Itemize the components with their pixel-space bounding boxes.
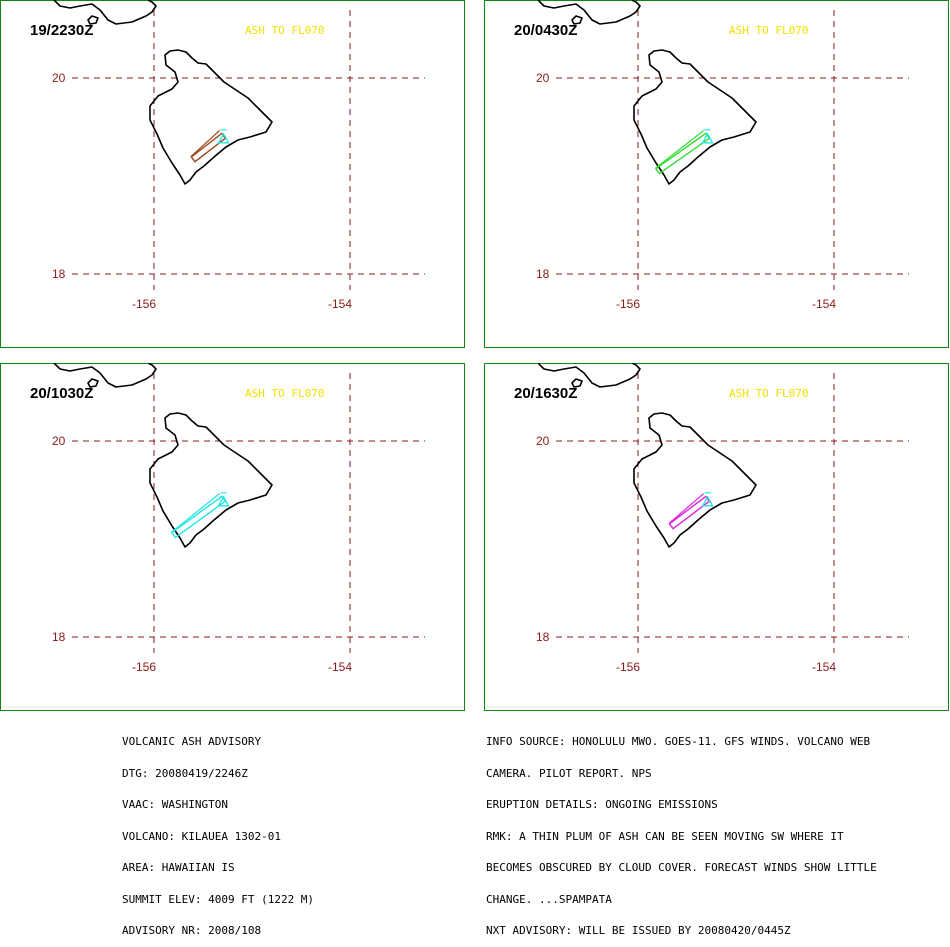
maui-coastline: [53, 363, 157, 388]
lat-tick-18: 18: [536, 630, 550, 644]
valid-time-label: 19/2230Z: [30, 22, 93, 39]
maui-coastline: [537, 363, 641, 388]
ash-plume-outline: [668, 495, 711, 530]
advisory-line: RMK: A THIN PLUM OF ASH CAN BE SEEN MOVI…: [486, 829, 844, 843]
ash-plume-outline: [190, 132, 227, 163]
valid-time-label: 20/0430Z: [514, 22, 577, 39]
volcano-triangle-icon: [701, 495, 714, 507]
ash-plume-edge: [655, 129, 705, 169]
panel-frame: [484, 363, 949, 711]
big-island-coastline: [633, 412, 757, 548]
forecast-panel-3: 20/1030Z ASH TO FL070 20 18 -156 -154: [0, 363, 465, 711]
lat-tick-18: 18: [536, 267, 550, 281]
ash-plume-edge: [171, 493, 221, 533]
advisory-line: AREA: HAWAIIAN IS: [122, 861, 235, 874]
map-svg: 20/1030Z ASH TO FL070 20 18 -156 -154: [0, 363, 465, 711]
maui-coastline: [53, 0, 157, 25]
volcano-triangle-icon: [701, 132, 714, 144]
big-island-coastline: [149, 49, 273, 185]
lon-tick-156: -156: [132, 660, 156, 674]
advisory-header-block: VOLCANIC ASH ADVISORY DTG: 20080419/2246…: [122, 716, 314, 947]
panel-frame: [0, 363, 465, 711]
ash-level-label: ASH TO FL070: [245, 24, 324, 37]
ash-plume-outline: [170, 495, 227, 539]
big-island-coastline: [633, 49, 757, 185]
advisory-line: VOLCANO: KILAUEA 1302-01: [122, 829, 281, 843]
forecast-panel-4: 20/1630Z ASH TO FL070 20 18 -156 -154: [484, 363, 949, 711]
ash-level-label: ASH TO FL070: [245, 387, 324, 400]
advisory-line: VAAC: WASHINGTON: [122, 798, 228, 811]
lat-tick-20: 20: [536, 434, 550, 448]
panel-frame: [484, 0, 949, 348]
lat-tick-20: 20: [536, 71, 550, 85]
kahoolawe-coastline: [87, 378, 99, 388]
advisory-line: SUMMIT ELEV: 4009 FT (1222 M): [122, 892, 315, 906]
lon-tick-154: -154: [812, 660, 836, 674]
ash-plume-outline: [654, 132, 711, 175]
advisory-details-block: INFO SOURCE: HONOLULU MWO. GOES-11. GFS …: [486, 716, 877, 947]
forecast-panel-1: 19/2230Z ASH TO FL070 20 18 -156 -154: [0, 0, 465, 348]
ash-plume-edge: [190, 130, 220, 157]
ash-level-label: ASH TO FL070: [729, 387, 808, 400]
volcano-triangle-icon: [217, 132, 230, 144]
lon-tick-154: -154: [812, 297, 836, 311]
panel-frame: [0, 0, 465, 348]
lon-tick-154: -154: [328, 297, 352, 311]
lon-tick-156: -156: [132, 297, 156, 311]
volcano-triangle-icon: [217, 495, 230, 507]
ash-plume-edge: [668, 493, 704, 524]
advisory-line: DTG: 20080419/2246Z: [122, 766, 248, 780]
lon-tick-154: -154: [328, 660, 352, 674]
lat-tick-18: 18: [52, 630, 66, 644]
advisory-line: ERUPTION DETAILS: ONGOING EMISSIONS: [486, 798, 718, 811]
map-svg: 20/0430Z ASH TO FL070 20 18 -156 -154: [484, 0, 949, 348]
kahoolawe-coastline: [571, 15, 583, 25]
advisory-line: BECOMES OBSCURED BY CLOUD COVER. FORECAS…: [486, 861, 877, 874]
advisory-line: CHANGE. ...SPAMPATA: [486, 892, 612, 906]
big-island-coastline: [149, 412, 273, 548]
kahoolawe-coastline: [571, 378, 583, 388]
kahoolawe-coastline: [87, 15, 99, 25]
lat-tick-20: 20: [52, 434, 66, 448]
maui-coastline: [537, 0, 641, 25]
lat-tick-18: 18: [52, 267, 66, 281]
lon-tick-156: -156: [616, 660, 640, 674]
advisory-line: ADVISORY NR: 2008/108: [122, 924, 262, 937]
valid-time-label: 20/1030Z: [30, 385, 93, 402]
valid-time-label: 20/1630Z: [514, 385, 577, 402]
lat-tick-20: 20: [52, 71, 66, 85]
advisory-line: VOLCANIC ASH ADVISORY: [122, 735, 262, 748]
lon-tick-156: -156: [616, 297, 640, 311]
map-svg: 19/2230Z ASH TO FL070 20 18 -156 -154: [0, 0, 465, 348]
advisory-line: INFO SOURCE: HONOLULU MWO. GOES-11. GFS …: [486, 735, 871, 748]
forecast-panel-2: 20/0430Z ASH TO FL070 20 18 -156 -154: [484, 0, 949, 348]
ash-level-label: ASH TO FL070: [729, 24, 808, 37]
advisory-line: NXT ADVISORY: WILL BE ISSUED BY 20080420…: [486, 924, 791, 937]
advisory-line: CAMERA. PILOT REPORT. NPS: [486, 766, 652, 780]
map-svg: 20/1630Z ASH TO FL070 20 18 -156 -154: [484, 363, 949, 711]
